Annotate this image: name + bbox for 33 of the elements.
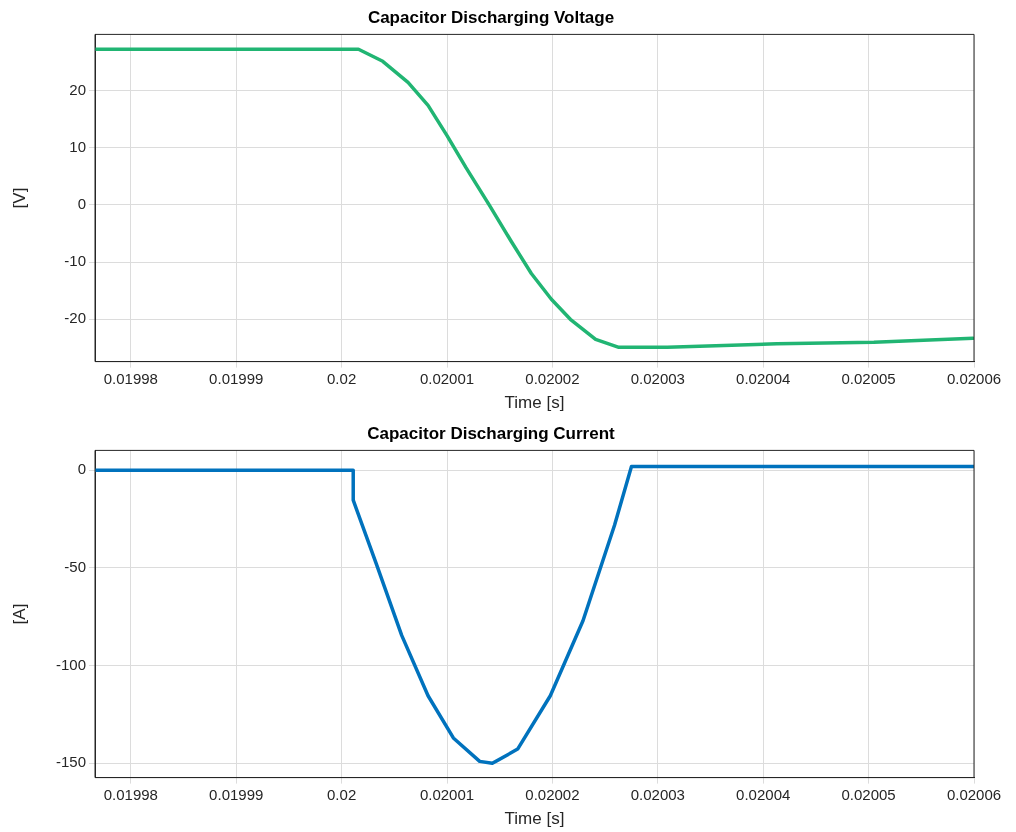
x-tick-label: 0.02005	[841, 785, 896, 803]
x-tick-label: 0.02006	[946, 785, 1002, 803]
x-tick-label: 0.01999	[209, 369, 264, 387]
chart-title: Capacitor Discharging Voltage	[367, 7, 615, 27]
x-tick-label: 0.02003	[630, 785, 685, 803]
y-axis-title: [A]	[9, 603, 29, 625]
y-tick-label: -50	[64, 558, 86, 576]
x-tick-label: 0.02001	[419, 785, 475, 803]
x-tick-label: 0.02004	[736, 785, 791, 803]
y-tick-label: -20	[64, 309, 86, 327]
x-tick-label: 0.01999	[209, 785, 264, 803]
x-tick-label: 0.02001	[419, 369, 475, 387]
y-tick-label: -100	[55, 655, 86, 673]
x-tick-label: 0.02	[327, 785, 357, 803]
x-tick-label: 0.02003	[630, 369, 685, 387]
y-tick-label: -10	[64, 252, 86, 270]
x-tick-label: 0.02004	[736, 369, 791, 387]
y-axis-title: [V]	[9, 187, 29, 209]
x-tick-label: 0.02	[327, 369, 357, 387]
x-tick-label: 0.02002	[525, 785, 580, 803]
y-tick-label: -150	[55, 753, 86, 771]
y-tick-label: 0	[77, 195, 86, 212]
chart-title: Capacitor Discharging Current	[367, 423, 616, 443]
x-tick-label: 0.01998	[103, 369, 158, 387]
y-tick-label: 20	[69, 80, 86, 98]
x-axis-title: Time [s]	[504, 809, 565, 829]
y-tick-label: 10	[69, 137, 86, 155]
x-tick-label: 0.02002	[525, 369, 580, 387]
y-tick-label: 0	[77, 460, 86, 478]
x-tick-label: 0.02005	[841, 369, 896, 387]
x-axis-title: Time [s]	[504, 393, 565, 413]
x-tick-label: 0.02006	[946, 369, 1002, 387]
x-tick-label: 0.01998	[103, 785, 158, 803]
